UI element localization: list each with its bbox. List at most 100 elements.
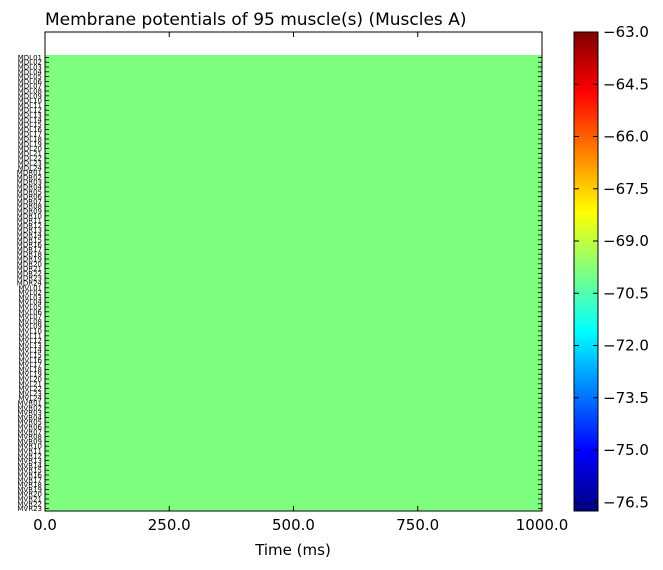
y-tick-label: MDR08 — [17, 203, 42, 211]
y-tick-label: MVL04 — [18, 299, 42, 307]
y-tick-label: MDR05 — [17, 188, 42, 196]
heatmap-row — [45, 419, 542, 425]
heatmap-row — [45, 107, 542, 113]
y-tick-label: MDL02 — [18, 59, 42, 67]
y-tick-label: MVR04 — [17, 414, 42, 422]
y-tick-label: MDR19 — [17, 256, 42, 264]
colorbar-tick-label: −73.5 — [603, 389, 649, 407]
y-tick-label: MDL01 — [18, 54, 42, 62]
heatmap-row — [45, 175, 542, 181]
y-tick-label: MDL14 — [18, 116, 43, 124]
y-tick-label: MVL15 — [18, 352, 42, 360]
heatmap-row — [45, 208, 542, 214]
y-tick-label: MDR12 — [17, 222, 42, 230]
y-tick-label: MDR07 — [17, 198, 42, 206]
heatmap-row — [45, 112, 542, 118]
y-tick-labels: MDL01MDL02MDL03MDL04MDL05MDL06MDL07MDL08… — [17, 54, 542, 513]
heatmap-row — [45, 88, 542, 94]
y-tick-label: MVR22 — [17, 500, 42, 508]
colorbar-tick-label: −69.0 — [603, 232, 649, 250]
y-tick-label: MVR14 — [17, 462, 42, 470]
colorbar — [573, 31, 599, 512]
heatmap-row — [45, 491, 542, 497]
heatmap-row — [45, 199, 542, 205]
y-tick-label: MVL23 — [18, 390, 42, 398]
chart-title: Membrane potentials of 95 muscle(s) (Mus… — [45, 10, 466, 30]
heatmap-row — [45, 328, 542, 334]
heatmap-row — [45, 376, 542, 382]
heatmap-row — [45, 386, 542, 392]
heatmap-row — [45, 290, 542, 296]
y-tick-label: MVR18 — [17, 481, 42, 489]
y-tick-label: MDR04 — [17, 184, 43, 192]
y-tick-label: MDR13 — [17, 227, 42, 235]
y-tick-label: MDL15 — [18, 121, 42, 129]
y-tick-label: MDR15 — [17, 236, 42, 244]
y-tick-label: MDL19 — [18, 140, 42, 148]
y-tick-label: MVR16 — [17, 472, 42, 480]
colorbar-tick-label: −70.5 — [603, 284, 649, 302]
heatmap-row — [45, 467, 542, 473]
heatmap-row — [45, 415, 542, 421]
y-tick-label: MDL10 — [18, 97, 42, 105]
y-tick-label: MVL05 — [18, 304, 42, 312]
heatmap-row — [45, 304, 542, 310]
y-tick-label: MVR03 — [17, 409, 42, 417]
y-tick-label: MDR14 — [17, 232, 43, 240]
y-tick-label: MDR06 — [17, 193, 43, 201]
heatmap-row — [45, 338, 542, 344]
y-tick-label: MVL14 — [18, 347, 42, 355]
y-tick-label: MDR03 — [17, 179, 42, 187]
y-tick-label: MDL13 — [18, 112, 42, 120]
heatmap-row — [45, 458, 542, 464]
heatmap-row — [45, 309, 542, 315]
y-tick-label: MVL06 — [18, 308, 42, 316]
heatmap-row — [45, 83, 542, 89]
heatmap-row — [45, 400, 542, 406]
heatmap-row — [45, 487, 542, 493]
heatmap-row — [45, 299, 542, 305]
y-tick-label: MDR10 — [17, 212, 42, 220]
y-tick-label: MDL09 — [18, 92, 42, 100]
colorbar-tick-label: −63.0 — [603, 23, 649, 41]
y-tick-label: MVL19 — [18, 371, 42, 379]
heatmap-row — [45, 184, 542, 190]
heatmap-row — [45, 472, 542, 478]
y-tick-label: MVR13 — [17, 457, 42, 465]
y-tick-label: MVL07 — [18, 313, 42, 321]
heatmap-row — [45, 98, 542, 104]
x-axis-label: Time (ms) — [254, 541, 331, 559]
y-tick-label: MDR02 — [17, 174, 42, 182]
y-tick-label: MVL02 — [18, 289, 42, 297]
y-tick-label: MDL04 — [18, 68, 43, 76]
heatmap-row — [45, 170, 542, 176]
heatmap-row — [45, 319, 542, 325]
y-tick-label: MVL08 — [18, 318, 42, 326]
y-tick-label: MDR24 — [17, 280, 43, 288]
heatmap-row — [45, 227, 542, 233]
y-tick-label: MVR12 — [17, 452, 42, 460]
y-tick-label: MDR01 — [17, 169, 42, 177]
y-tick-label: MDL12 — [18, 107, 42, 115]
y-tick-label: MVR08 — [17, 433, 42, 441]
heatmap-row — [45, 74, 542, 80]
heatmap-row — [45, 69, 542, 75]
y-tick-label: MDL07 — [18, 83, 42, 91]
heatmap-row — [45, 247, 542, 253]
heatmap-row — [45, 256, 542, 262]
y-tick-label: MVR17 — [17, 476, 42, 484]
x-tick-label: 0.0 — [33, 516, 57, 534]
heatmap-row — [45, 232, 542, 238]
y-tick-label: MDR17 — [17, 246, 42, 254]
y-tick-label: MDL16 — [18, 126, 43, 134]
y-tick-label: MDL06 — [18, 78, 43, 86]
heatmap-row — [45, 343, 542, 349]
y-tick-label: MVL12 — [18, 337, 42, 345]
heatmap-row — [45, 477, 542, 483]
y-tick-label: MVR11 — [17, 448, 42, 456]
y-tick-label: MVR05 — [17, 419, 42, 427]
heatmap-row — [45, 352, 542, 358]
heatmap-row — [45, 122, 542, 128]
heatmap-row — [45, 285, 542, 291]
